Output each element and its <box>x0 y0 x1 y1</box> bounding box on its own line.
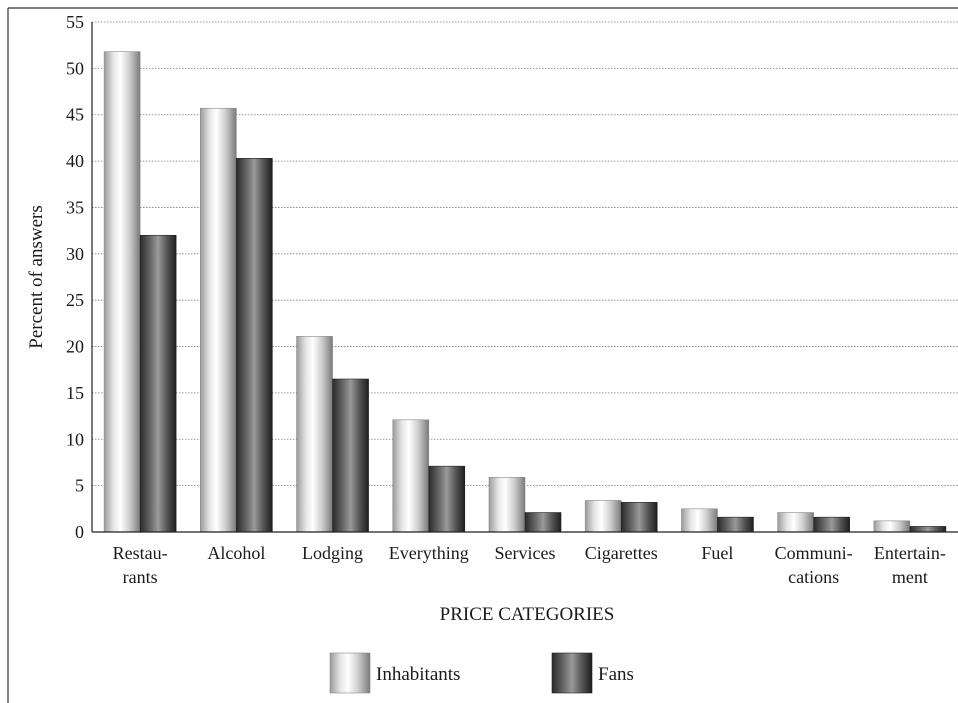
x-tick-label-line: Restau- <box>113 543 168 563</box>
x-tick-label-line: Fuel <box>701 543 733 563</box>
legend-label-inhabitants: Inhabitants <box>376 664 460 685</box>
bar-inhabitants <box>584 500 622 533</box>
bar-inhabitants <box>392 419 430 533</box>
x-tick-label: Entertain-ment <box>874 543 946 587</box>
x-tick-labels: Restau-rants Alcohol Lodging Everything Serv… <box>113 543 946 587</box>
bar-inhabitants <box>777 512 814 533</box>
plot-frame <box>7 7 958 703</box>
bar-inhabitants <box>296 336 333 533</box>
bar-inhabitants <box>200 107 237 533</box>
y-tick-label: 20 <box>66 337 84 357</box>
bar-inhabitants <box>873 520 911 533</box>
x-tick-label-line: Services <box>495 543 556 563</box>
y-tick-label: 5 <box>75 476 84 496</box>
bar-fans <box>236 158 273 533</box>
bar-fans <box>620 502 658 533</box>
x-tick-label-line: Everything <box>389 543 469 563</box>
x-tick-label: Services <box>495 543 556 563</box>
y-tick-label: 50 <box>66 58 84 78</box>
y-tick-label: 25 <box>66 290 84 310</box>
bars <box>103 51 947 533</box>
x-tick-label: Fuel <box>701 543 733 563</box>
bar-fans <box>428 465 466 533</box>
y-tick-label: 40 <box>66 151 84 171</box>
legend-swatch-inhabitants <box>329 652 371 694</box>
y-tick-label: 55 <box>66 12 84 32</box>
y-tick-label: 30 <box>66 244 84 264</box>
bar-inhabitants <box>681 508 718 533</box>
bar-inhabitants <box>103 51 141 533</box>
y-axis-title: Percent of answers <box>26 205 47 349</box>
x-tick-label: Restau-rants <box>113 543 168 587</box>
x-tick-label: Lodging <box>302 543 363 563</box>
y-tick-labels: 0 5 10 15 20 25 30 35 40 45 50 55 <box>66 12 84 542</box>
x-axis-title: PRICE CATEGORIES <box>440 604 615 625</box>
bar-fans <box>717 516 754 533</box>
bar-fans <box>909 526 947 533</box>
bar-fans <box>813 516 850 533</box>
bar-fans <box>332 378 369 533</box>
x-tick-label-line: Lodging <box>302 543 363 563</box>
x-tick-label-line: Entertain- <box>874 543 946 563</box>
x-tick-label: Cigarettes <box>585 543 658 563</box>
x-tick-label-line: Alcohol <box>207 543 265 563</box>
x-tick-label-line: ment <box>892 567 928 587</box>
bar-fans <box>524 512 562 533</box>
legend-swatch-fans <box>551 652 593 694</box>
bar-fans <box>139 234 177 533</box>
y-tick-label: 10 <box>66 429 84 449</box>
y-tick-label: 35 <box>66 197 84 217</box>
x-tick-label-line: Cigarettes <box>585 543 658 563</box>
legend: Inhabitants Fans <box>329 652 634 694</box>
y-tick-label: 0 <box>75 522 84 542</box>
legend-label-fans: Fans <box>598 664 634 685</box>
axes <box>91 22 958 533</box>
x-tick-label-line: rants <box>123 567 158 587</box>
x-tick-label: Alcohol <box>207 543 265 563</box>
y-tick-label: 15 <box>66 383 84 403</box>
x-tick-label: Communi-cations <box>775 543 853 587</box>
y-tick-label: 45 <box>66 105 84 125</box>
bar-inhabitants <box>488 476 526 533</box>
x-tick-label-line: cations <box>788 567 839 587</box>
x-tick-label-line: Communi- <box>775 543 853 563</box>
x-tick-label: Everything <box>389 543 469 563</box>
